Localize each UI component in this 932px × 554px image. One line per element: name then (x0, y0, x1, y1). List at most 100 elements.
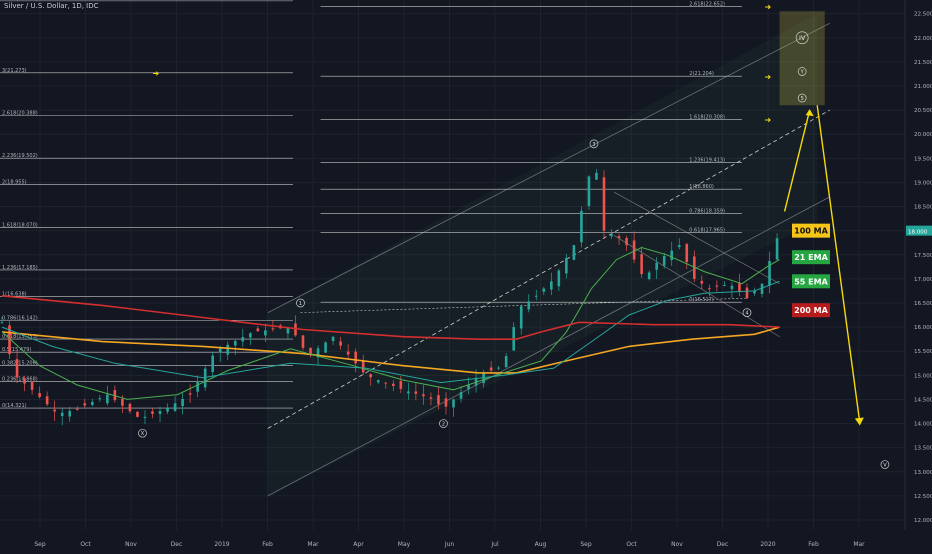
channel-mid-dashed (267, 109, 830, 429)
candle-body (106, 394, 109, 404)
x-tick-label: Jun (444, 541, 455, 548)
wave-label: 2 (442, 422, 445, 428)
fib-right-label: 1.618(20.308) (689, 114, 725, 120)
candle-body (68, 410, 72, 417)
wave-label: IV (799, 34, 806, 42)
last-price-tag (906, 225, 932, 236)
candle-body (91, 401, 94, 405)
candle-body (399, 381, 403, 389)
wave-label: Y (800, 70, 805, 76)
candle-body (587, 176, 591, 206)
candle-body (369, 374, 373, 378)
legend-label: 200 MA (794, 306, 828, 315)
candle-body (0, 322, 4, 324)
candle-body (98, 398, 102, 400)
candle-body (264, 330, 267, 336)
candle-body (715, 285, 719, 287)
candle-body (745, 287, 749, 299)
candle-body (504, 356, 508, 368)
wave-label: X (141, 431, 145, 437)
y-tick-label: 12.500 (914, 494, 932, 500)
x-tick-label: 2019 (214, 541, 229, 548)
fib-left-label: 0(14.321) (2, 403, 27, 409)
wave-label-circle (880, 460, 890, 469)
last-price-label: 18.000 (908, 230, 928, 236)
y-tick-label: 14.500 (914, 397, 932, 403)
candle-body (151, 411, 154, 414)
y-tick-label: 16.000 (914, 325, 932, 331)
candle-body (452, 399, 455, 408)
channel-lower-line (267, 196, 830, 497)
candle-body (75, 408, 79, 410)
line-ema21 (1, 246, 780, 400)
fib-left-label: 0.236(14.868) (2, 377, 38, 383)
y-tick-label: 20.500 (914, 108, 932, 114)
chart-title: Silver / U.S. Dollar, 1D, IDC (4, 2, 99, 10)
target-arrow-icon: ➜ (765, 72, 772, 81)
fib-right-label: 2.618(22.652) (689, 1, 725, 7)
candle-body (685, 244, 689, 262)
candle-body (143, 416, 147, 418)
target-arrow-icon: ➜ (765, 2, 772, 11)
legend-label: 21 EMA (794, 253, 828, 262)
y-tick-label: 15.000 (914, 373, 932, 379)
wave-label: V (883, 463, 887, 469)
channel-upper-line (267, 22, 830, 313)
fib-left-label: 1.236(17.185) (2, 265, 38, 271)
candle-body (249, 333, 252, 338)
wave-label-circle (795, 31, 809, 45)
candle-body (760, 283, 764, 295)
legend-tag (792, 274, 830, 289)
candle-body (723, 284, 726, 286)
wave-1-4-line (300, 297, 747, 313)
x-tick-label: Aug (535, 541, 547, 548)
candle-body (602, 177, 606, 231)
fib-right-label: 0.786(18.359) (689, 208, 725, 214)
candle-body (617, 236, 621, 238)
candle-body (640, 254, 643, 275)
candle-body (662, 255, 666, 266)
candle-body (632, 240, 636, 260)
y-tick-label: 21.000 (914, 84, 932, 90)
fib-left-label: 2.618(20.388) (2, 110, 38, 116)
candle-body (677, 245, 681, 248)
x-tick-label: Dec (171, 541, 183, 548)
x-tick-label: Mar (307, 541, 319, 548)
candle-body (211, 355, 214, 373)
line-ma200 (1, 295, 780, 340)
candle-body (286, 327, 290, 334)
candle-body (407, 391, 410, 394)
candle-body (38, 392, 41, 398)
y-tick-label: 22.000 (914, 36, 932, 42)
fib-left-label: 3(21.273) (2, 68, 27, 74)
y-tick-label: 13.500 (914, 446, 932, 452)
candle-body (166, 407, 169, 412)
candle-body (527, 301, 531, 310)
candle-body (188, 393, 192, 395)
candle-body (753, 290, 756, 294)
x-tick-label: Nov (671, 541, 683, 548)
y-tick-label: 16.500 (914, 301, 932, 307)
fib-left-label: 1(16.638) (2, 291, 27, 297)
candle-body (768, 260, 771, 286)
target-arrow-icon: ➜ (153, 69, 160, 78)
candle-body (339, 341, 342, 346)
y-tick-label: 18.500 (914, 205, 932, 211)
candle-body (113, 389, 117, 401)
candle-body (519, 306, 523, 329)
fib-right-label: 0.618(17.965) (689, 227, 725, 233)
x-tick-label: Apr (353, 541, 364, 548)
fib-left-label: 2.236(19.502) (2, 153, 38, 159)
candle-body (60, 412, 64, 417)
wave-label-circle (742, 308, 752, 317)
candle-body (610, 234, 613, 237)
wave-label: 4 (745, 311, 748, 317)
legend-tag (792, 223, 830, 238)
y-tick-label: 19.500 (914, 156, 932, 162)
x-tick-label: May (398, 541, 411, 548)
y-tick-label: 15.500 (914, 349, 932, 355)
x-tick-label: 2020 (760, 541, 775, 548)
candle-body (181, 398, 184, 407)
